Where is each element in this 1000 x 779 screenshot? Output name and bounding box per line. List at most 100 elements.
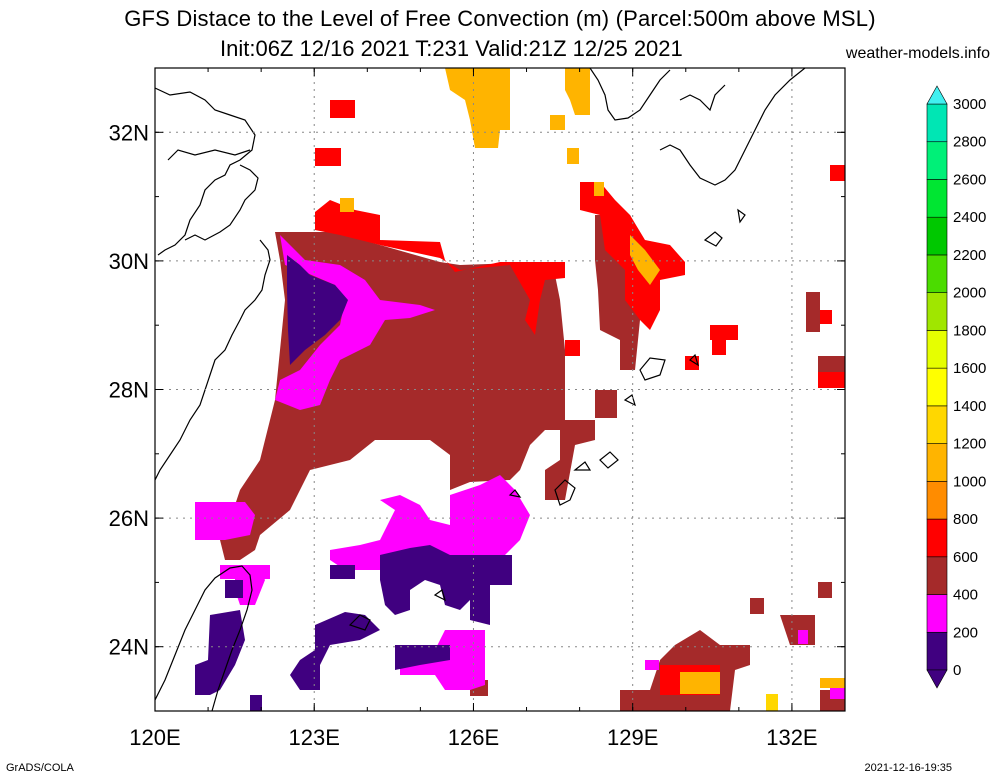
colorbar-segment xyxy=(926,330,948,369)
field-region-purple-sw xyxy=(290,612,380,690)
field-cell-red xyxy=(565,340,580,356)
colorbar-label: 3000 xyxy=(953,96,986,113)
lat-tick-label: 28N xyxy=(109,378,149,403)
lat-tick-label: 30N xyxy=(109,249,149,274)
field-region-purple-south xyxy=(395,645,450,670)
colorbar: 0 200 400 600 800 1000 1200 1400 1600 1800 2000 220… xyxy=(926,85,986,689)
colorbar-segment xyxy=(926,443,948,482)
field-cell-red xyxy=(818,372,845,388)
field-region-orange-north xyxy=(445,68,510,148)
colorbar-label: 1800 xyxy=(953,322,986,339)
colorbar-top-triangle xyxy=(926,85,948,105)
lfc-field-layer xyxy=(195,68,845,711)
colorbar-segment xyxy=(926,556,948,595)
map-title: GFS Distace to the Level of Free Convect… xyxy=(124,6,876,31)
colorbar-label: 2600 xyxy=(953,171,986,188)
software-credit: GrADS/COLA xyxy=(6,762,74,774)
colorbar-label: 1600 xyxy=(953,360,986,377)
field-region-orange-ne xyxy=(565,68,590,115)
colorbar-label: 2800 xyxy=(953,134,986,151)
field-region-purple-east xyxy=(470,555,512,625)
colorbar-segment xyxy=(926,179,948,218)
field-cell-red xyxy=(830,165,845,181)
colorbar-label: 2200 xyxy=(953,247,986,264)
field-cell-brown xyxy=(595,390,617,418)
colorbar-segment xyxy=(926,141,948,180)
lon-tick-label: 132E xyxy=(766,725,817,750)
field-cell-orange xyxy=(820,678,845,688)
field-cell-orange xyxy=(567,148,579,164)
field-cell-red xyxy=(685,356,699,370)
field-region-purple-north xyxy=(287,255,348,365)
field-region-red-north xyxy=(315,200,565,335)
site-credit: weather-models.info xyxy=(845,45,990,62)
coastline-korea xyxy=(589,68,671,121)
field-cell-brown xyxy=(750,598,764,614)
colorbar-label: 1000 xyxy=(953,473,986,490)
field-region-brown-se xyxy=(780,615,815,645)
colorbar-segment xyxy=(926,518,948,558)
field-cell-red xyxy=(330,100,355,118)
lat-tick-label: 24N xyxy=(109,635,149,660)
lon-tick-label: 129E xyxy=(607,725,658,750)
field-cell-orange xyxy=(680,672,720,694)
field-cell-magenta xyxy=(830,685,845,699)
field-cell-brown xyxy=(818,582,832,598)
field-cell-red xyxy=(315,148,341,166)
colorbar-segment xyxy=(926,631,948,671)
timestamp: 2021-12-16-19:35 xyxy=(864,762,952,774)
coastline-kyushu xyxy=(659,68,806,186)
field-cell-red xyxy=(712,338,726,355)
colorbar-label: 1400 xyxy=(953,398,986,415)
colorbar-bottom-triangle xyxy=(926,669,948,689)
lon-tick-label: 126E xyxy=(448,725,499,750)
field-region-magenta-north xyxy=(275,235,435,410)
colorbar-label: 2000 xyxy=(953,285,986,302)
colorbar-label: 0 xyxy=(953,662,961,679)
field-region-brown-ryukyu xyxy=(545,420,595,500)
field-cell-orange xyxy=(340,198,354,212)
field-cell-purple xyxy=(250,695,262,711)
colorbar-segment xyxy=(926,103,948,143)
lat-tick-label: 26N xyxy=(109,506,149,531)
field-cell-magenta xyxy=(220,565,270,579)
coastline-layer xyxy=(155,68,806,711)
colorbar-label: 1200 xyxy=(953,436,986,453)
colorbar-segment xyxy=(926,254,948,293)
colorbar-label: 600 xyxy=(953,549,978,566)
lon-tick-label: 120E xyxy=(129,725,180,750)
field-cell-magenta xyxy=(645,660,659,670)
map-subtitle: Init:06Z 12/16 2021 T:231 Valid:21Z 12/2… xyxy=(220,36,683,61)
coastline-islands xyxy=(348,208,746,631)
coastline-taiwan xyxy=(155,565,253,711)
lat-tick-label: 32N xyxy=(109,120,149,145)
colorbar-segment xyxy=(926,481,948,520)
colorbar-segment xyxy=(926,292,948,331)
lon-tick-label: 123E xyxy=(289,725,340,750)
colorbar-segment xyxy=(926,367,948,407)
field-cell-magenta xyxy=(798,630,808,644)
coastline-china xyxy=(155,87,271,481)
colorbar-label: 2400 xyxy=(953,209,986,226)
axis-ticks: 120E 123E 126E 129E 132E 24N 26N 28N 30N 32N xyxy=(109,68,845,750)
field-cell-red xyxy=(710,325,738,340)
colorbar-segment xyxy=(926,405,948,444)
field-region-orange-east xyxy=(630,235,660,285)
field-cell-orange xyxy=(594,182,604,196)
field-cell-orange xyxy=(766,694,778,711)
colorbar-label: 800 xyxy=(953,511,978,528)
colorbar-label: 200 xyxy=(953,624,978,641)
field-cell-purple xyxy=(330,565,355,579)
gridlines xyxy=(155,68,845,711)
field-region-magenta-central xyxy=(330,475,530,570)
field-cell-brown xyxy=(806,292,820,332)
field-region-magenta-west xyxy=(195,502,255,540)
field-cell-orange xyxy=(550,115,565,130)
field-cell-red xyxy=(820,310,832,324)
colorbar-segment xyxy=(926,216,948,256)
colorbar-segment xyxy=(926,594,948,633)
field-region-purple-central xyxy=(380,545,475,615)
colorbar-label: 400 xyxy=(953,587,978,604)
field-region-purple-taiwan xyxy=(195,610,245,695)
